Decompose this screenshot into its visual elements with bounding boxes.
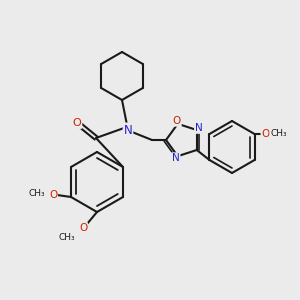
Text: CH₃: CH₃ (59, 232, 75, 242)
Text: N: N (195, 123, 202, 133)
Text: N: N (124, 124, 132, 136)
Text: O: O (79, 223, 87, 233)
Text: O: O (261, 129, 270, 139)
Text: O: O (49, 190, 57, 200)
Text: O: O (73, 118, 81, 128)
Text: CH₃: CH₃ (270, 128, 287, 137)
Text: O: O (172, 116, 181, 126)
Text: N: N (172, 153, 180, 163)
Text: CH₃: CH₃ (29, 190, 45, 199)
